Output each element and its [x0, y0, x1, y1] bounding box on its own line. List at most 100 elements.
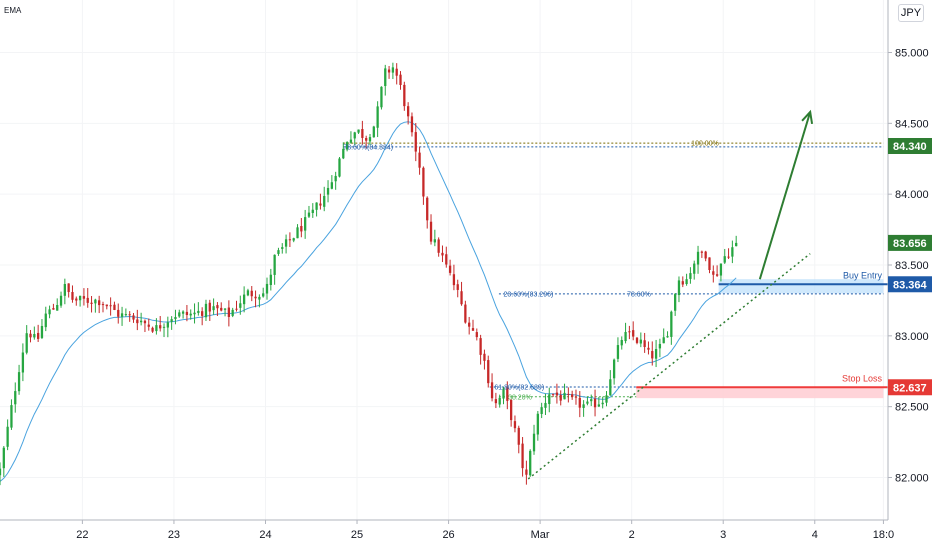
candlesticks [0, 62, 738, 486]
candle-body [292, 238, 295, 241]
candle-body [372, 126, 375, 138]
candle-body [574, 396, 578, 398]
candle-body [319, 203, 322, 206]
candle-body [101, 304, 105, 306]
candle-body [693, 263, 696, 274]
buy-entry-price-text: 83.364 [893, 279, 928, 291]
candle-body [342, 148, 345, 159]
candle-body [387, 69, 391, 73]
candle-body [551, 393, 555, 395]
candle-body [632, 330, 635, 337]
candle-body [635, 337, 639, 343]
fib-label-mid-right: 78.60% [627, 291, 651, 298]
candle-body [696, 251, 700, 265]
candle-body [166, 322, 169, 328]
candle-body [44, 313, 47, 328]
x-tick-label: 2 [629, 529, 635, 541]
candle-body [220, 307, 223, 311]
time-axis[interactable]: 22 23 24 25 26 Mar 2 3 4 18:0 [0, 519, 932, 550]
candle-body [723, 256, 726, 263]
candle-body [719, 263, 723, 276]
candle-body [582, 404, 585, 408]
fibonacci-labels: 78.60%(84.334) 100.00% 23.60%(83.296) 78… [343, 141, 719, 402]
candle-body [284, 239, 288, 247]
candle-body [620, 339, 623, 346]
candle-body [521, 443, 524, 469]
candle-body [689, 273, 692, 279]
candle-body [185, 311, 189, 316]
candle-body [21, 352, 25, 373]
candle-body [82, 296, 86, 299]
candle-body [357, 129, 360, 133]
fib-label-top-left: 78.60%(84.334) [343, 144, 393, 151]
candle-body [571, 394, 574, 398]
candle-body [532, 433, 536, 452]
x-tick-label: 23 [168, 529, 180, 541]
candle-body [464, 304, 467, 323]
candle-body [269, 274, 272, 286]
candle-body [246, 290, 250, 296]
candle-body [601, 402, 604, 405]
stop-zone [636, 386, 884, 399]
candle-body [441, 252, 444, 256]
y-tick-label: 82.500 [895, 402, 929, 414]
stop-loss-price-text: 82.637 [893, 382, 927, 394]
candle-body [159, 325, 162, 329]
chart-grid [0, 0, 888, 520]
fib-label-mid-left: 23.60%(83.296) [504, 291, 554, 298]
candle-body [654, 349, 658, 359]
candle-body [380, 86, 383, 108]
candle-body [2, 447, 5, 469]
price-axis[interactable]: 85.000 84.500 84.000 83.500 83.000 82.500 82.0… [887, 0, 932, 520]
candle-body [33, 334, 36, 338]
candle-body [658, 343, 662, 349]
candle-body [14, 391, 17, 405]
candle-body [139, 320, 143, 323]
y-tick-label: 82.000 [895, 473, 929, 485]
buy-entry-label: Buy Entry [843, 270, 883, 280]
candle-body [391, 67, 395, 73]
candle-body [647, 347, 650, 350]
candle-body [456, 284, 459, 290]
x-tick-label: 4 [812, 529, 818, 541]
candle-body [326, 187, 330, 195]
candle-body [181, 311, 185, 314]
candle-body [227, 307, 231, 317]
ema-indicator-label[interactable]: EMA [4, 6, 22, 15]
candle-body [460, 291, 463, 305]
x-tick-label: Mar [531, 529, 550, 541]
buy-entry-badge [888, 276, 932, 293]
candle-body [506, 387, 509, 401]
candle-body [616, 345, 620, 359]
candle-body [128, 314, 131, 316]
fib-label-low-left: 61.80%(82.639) [494, 384, 544, 391]
y-tick-label: 85.000 [895, 48, 929, 60]
candle-body [193, 312, 196, 315]
candle-body [525, 469, 528, 475]
candle-body [0, 468, 2, 476]
candle-body [75, 298, 78, 301]
candle-body [563, 392, 566, 400]
candle-body [250, 290, 253, 297]
candle-body [231, 309, 234, 316]
candle-body [410, 116, 414, 133]
candle-body [643, 340, 646, 348]
currency-button[interactable]: JPY [898, 4, 924, 22]
candle-body [105, 304, 108, 307]
candle-body [628, 331, 631, 333]
candle-body [151, 327, 154, 332]
candle-body [170, 319, 173, 322]
candle-body [544, 402, 547, 408]
candle-body [189, 313, 192, 316]
y-tick-label: 83.500 [895, 260, 929, 272]
price-zones [636, 279, 888, 399]
candle-body [212, 306, 215, 311]
candle-body [201, 311, 204, 316]
candle-body [323, 195, 326, 207]
candle-body [368, 137, 372, 142]
candle-body [426, 197, 429, 221]
candle-body [624, 331, 627, 342]
trend-drawings [527, 109, 814, 480]
candle-body [197, 310, 200, 313]
